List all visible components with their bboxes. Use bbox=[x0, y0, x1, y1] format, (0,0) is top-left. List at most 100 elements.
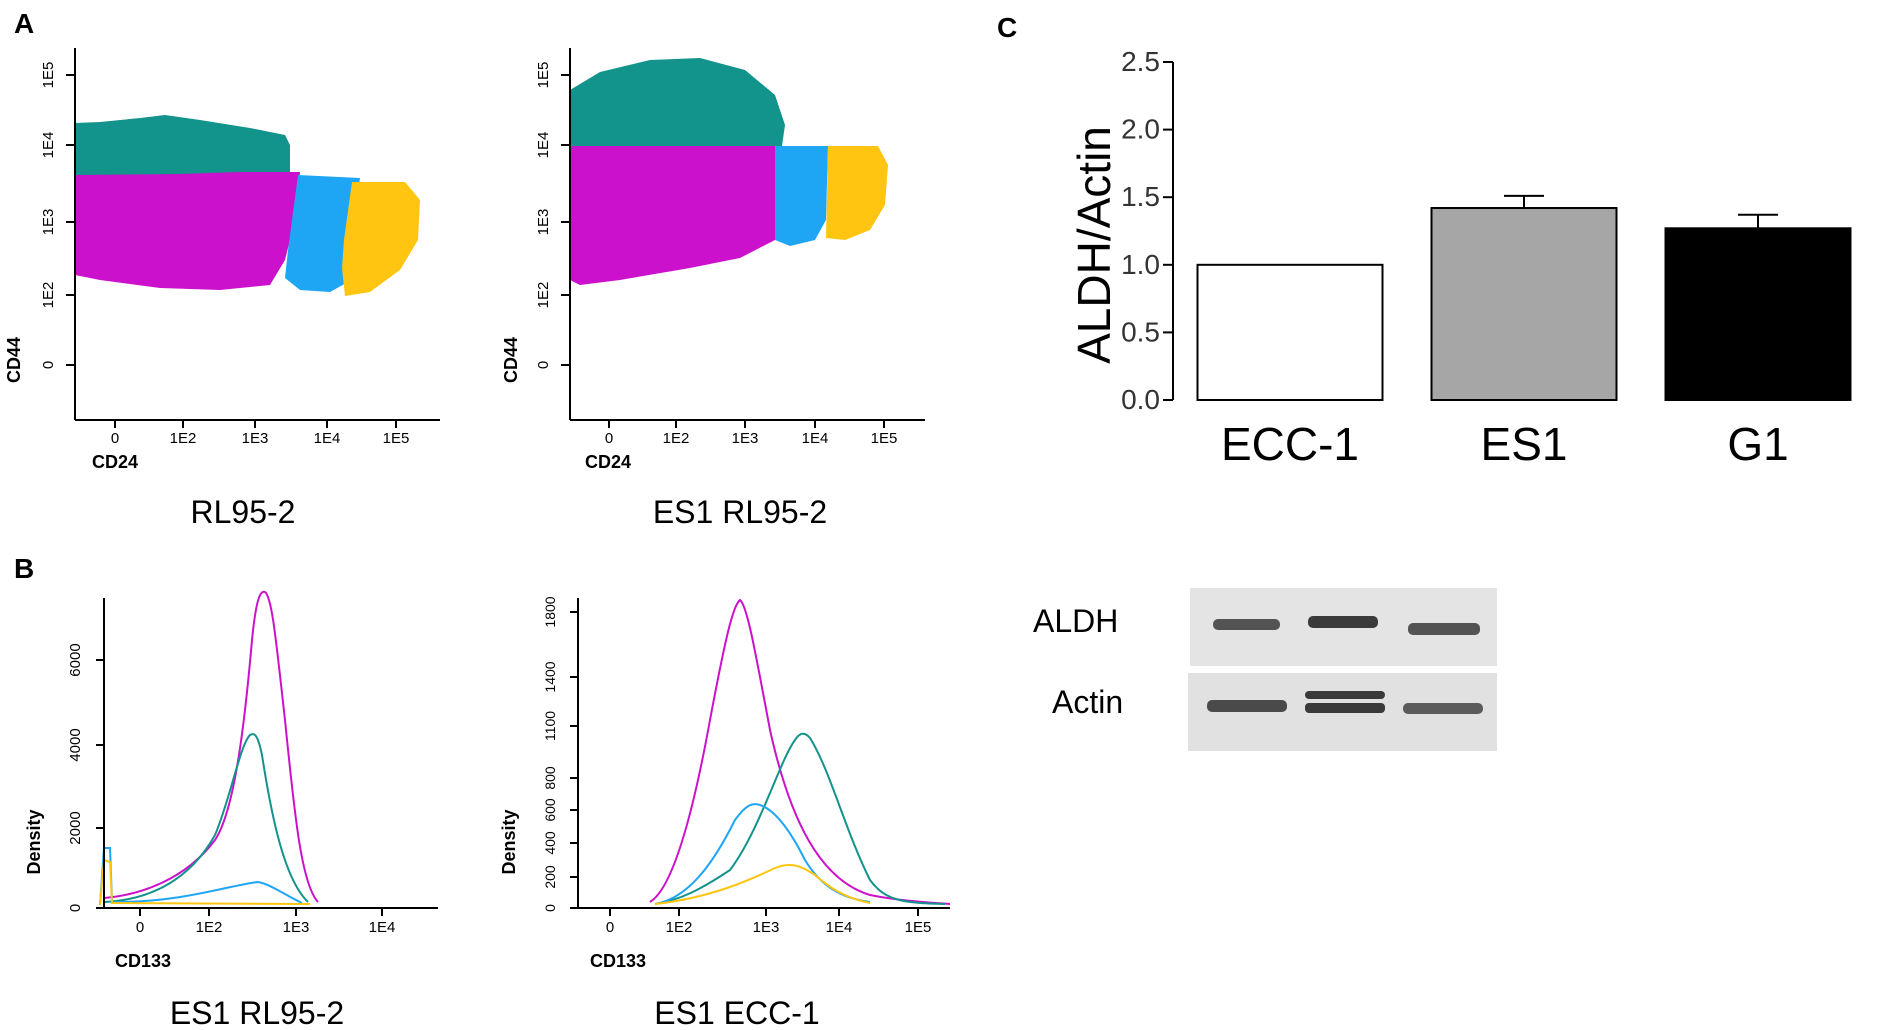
y-tick: 600 bbox=[542, 798, 558, 822]
x-tick: 1E3 bbox=[283, 919, 310, 936]
cd24-mid-population bbox=[285, 175, 360, 292]
plot-title: ES1 ECC-1 bbox=[654, 995, 819, 1030]
y-tick-label: 0.5 bbox=[1121, 316, 1160, 347]
y-tick: 1E2 bbox=[40, 282, 57, 309]
y-tick: 400 bbox=[542, 831, 558, 855]
y-axis-label: Density bbox=[499, 809, 519, 874]
y-tick-label: 2.0 bbox=[1121, 114, 1160, 145]
blot-band bbox=[1408, 623, 1480, 635]
x-tick: 1E2 bbox=[170, 430, 197, 447]
y-tick: 1E3 bbox=[40, 209, 57, 236]
x-tick: 1E4 bbox=[314, 430, 341, 447]
blot-band bbox=[1403, 703, 1483, 714]
x-tick: 1E4 bbox=[802, 430, 829, 447]
y-tick-label: 0.0 bbox=[1121, 384, 1160, 415]
plot-title: ES1 RL95-2 bbox=[170, 995, 344, 1030]
plot-title: RL95-2 bbox=[191, 494, 296, 530]
bar-es1 bbox=[1430, 207, 1618, 401]
panel-b-label: B bbox=[14, 553, 34, 584]
blot-label-actin: Actin bbox=[1052, 684, 1123, 720]
blot-band bbox=[1207, 700, 1287, 712]
y-tick: 0 bbox=[67, 904, 84, 912]
y-tick: 2000 bbox=[67, 811, 84, 844]
x-tick: 1E2 bbox=[666, 919, 693, 936]
blot-band bbox=[1213, 619, 1280, 630]
y-tick: 1400 bbox=[542, 661, 558, 692]
x-tick: 1E3 bbox=[753, 919, 780, 936]
y-tick-label: 1.0 bbox=[1121, 249, 1160, 280]
x-axis-label: CD133 bbox=[590, 951, 646, 971]
histogram-curve-teal bbox=[654, 732, 946, 905]
x-tick: 0 bbox=[606, 919, 614, 936]
y-tick: 6000 bbox=[67, 643, 84, 676]
y-tick: 1E4 bbox=[535, 132, 552, 159]
histogram-curve-blue bbox=[99, 847, 303, 906]
histogram-curve-blue bbox=[654, 803, 871, 905]
category-label: ES1 bbox=[1481, 418, 1568, 470]
y-tick-label: 1.5 bbox=[1121, 181, 1160, 212]
histogram-curve-yellow bbox=[654, 863, 871, 905]
x-tick: 0 bbox=[111, 430, 119, 447]
blot-band bbox=[1305, 703, 1385, 713]
blot-band bbox=[1308, 616, 1378, 628]
y-axis-label: CD44 bbox=[501, 337, 521, 383]
cd24-high-population bbox=[342, 182, 420, 296]
aldh-bar-chart: ALDH/Actin 0.0 0.5 1.0 1.5 2.0 2.5 ECC-1 ES1 G1 bbox=[1068, 46, 1852, 470]
histogram-curve-magenta bbox=[649, 598, 951, 905]
x-tick: 1E5 bbox=[383, 430, 410, 447]
cd44-low-cd24-low-population bbox=[75, 172, 300, 290]
x-tick: 1E3 bbox=[242, 430, 269, 447]
x-tick: 1E4 bbox=[369, 919, 396, 936]
histogram-curve-teal bbox=[103, 733, 309, 903]
x-axis-label: CD24 bbox=[92, 452, 138, 472]
panel-a-label: A bbox=[14, 8, 34, 39]
cd24-mid-population bbox=[775, 146, 828, 246]
y-tick-label: 2.5 bbox=[1121, 46, 1160, 77]
y-tick: 1E5 bbox=[535, 62, 552, 89]
x-tick: 0 bbox=[136, 919, 144, 936]
x-axis-label: CD24 bbox=[585, 452, 631, 472]
cd24-high-population bbox=[826, 146, 888, 240]
y-tick: 200 bbox=[542, 865, 558, 889]
category-label: G1 bbox=[1727, 418, 1788, 470]
y-axis-label: Density bbox=[24, 809, 44, 874]
x-tick: 1E5 bbox=[905, 919, 932, 936]
y-tick: 1E4 bbox=[40, 132, 57, 159]
x-tick: 0 bbox=[605, 430, 613, 447]
y-tick: 1E5 bbox=[40, 62, 57, 89]
y-tick: 0 bbox=[535, 361, 552, 369]
blot-band bbox=[1305, 691, 1385, 699]
cd44-high-population bbox=[75, 115, 290, 180]
y-tick: 0 bbox=[40, 361, 57, 369]
x-tick: 1E3 bbox=[732, 430, 759, 447]
histogram-curve-magenta bbox=[103, 590, 319, 903]
y-tick: 1800 bbox=[542, 596, 558, 627]
y-axis-label: ALDH/Actin bbox=[1068, 126, 1120, 364]
y-axis-label: CD44 bbox=[4, 337, 24, 383]
cd44-low-cd24-low-population bbox=[570, 146, 775, 285]
x-tick: 1E2 bbox=[196, 919, 223, 936]
x-tick: 1E2 bbox=[663, 430, 690, 447]
panel-c-label: C bbox=[997, 12, 1017, 43]
y-tick: 4000 bbox=[67, 728, 84, 761]
panel-a-plot-1: 1E5 1E4 1E3 1E2 0 0 1E2 1E3 1E4 1E5 CD44… bbox=[4, 48, 440, 530]
plot-title: ES1 RL95-2 bbox=[653, 494, 827, 530]
bar-ecc-1 bbox=[1196, 263, 1384, 401]
panel-a-plot-2: 1E5 1E4 1E3 1E2 0 0 1E2 1E3 1E4 1E5 CD44… bbox=[501, 48, 925, 530]
y-tick: 800 bbox=[542, 766, 558, 790]
y-tick: 1E2 bbox=[535, 282, 552, 309]
blot-label-aldh: ALDH bbox=[1033, 603, 1118, 639]
x-axis-label: CD133 bbox=[115, 951, 171, 971]
x-tick: 1E4 bbox=[826, 919, 853, 936]
panel-b-plot-1: 0 2000 4000 6000 0 1E2 1E3 1E4 Density C… bbox=[24, 590, 438, 1030]
category-label: ECC-1 bbox=[1221, 418, 1359, 470]
y-tick: 1100 bbox=[542, 711, 558, 741]
y-tick: 0 bbox=[542, 904, 558, 912]
western-blot: ALDH Actin bbox=[1033, 588, 1497, 751]
x-tick: 1E5 bbox=[871, 430, 898, 447]
cd44-high-population bbox=[570, 58, 785, 146]
bar-g1 bbox=[1664, 227, 1852, 401]
panel-b-plot-2: 0 200 400 600 800 1100 1400 1800 0 1E2 1… bbox=[499, 596, 951, 1030]
histogram-curve-yellow bbox=[99, 858, 311, 906]
